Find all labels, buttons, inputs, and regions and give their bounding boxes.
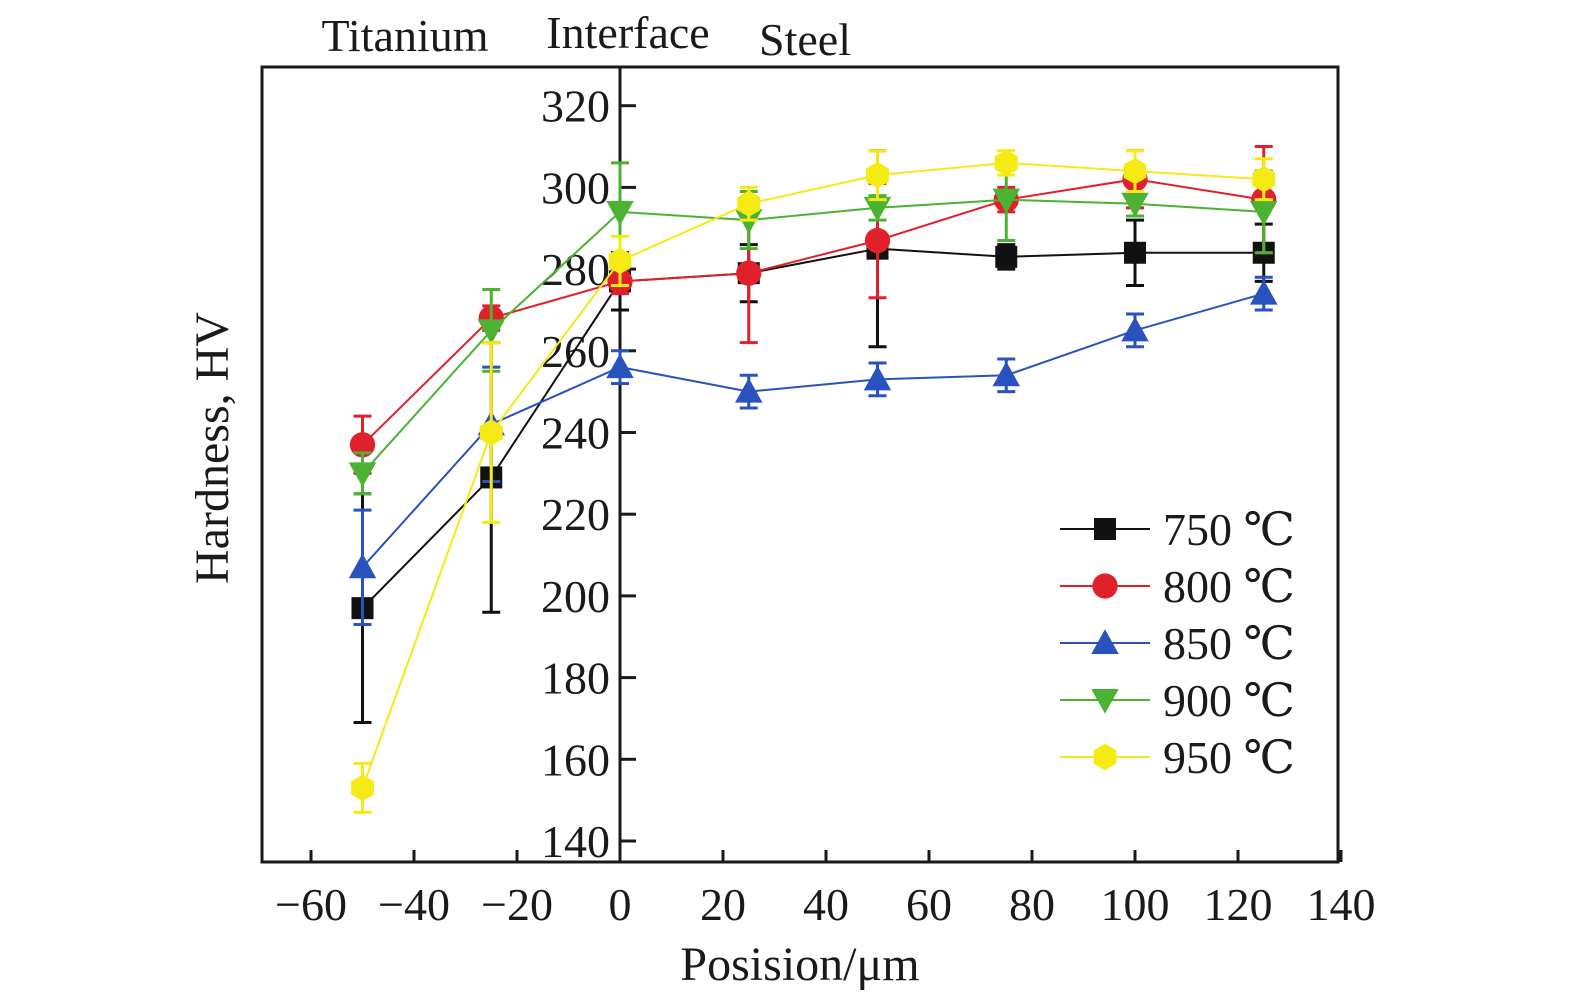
data-point bbox=[992, 361, 1020, 387]
legend-item: 850 ℃ bbox=[1060, 618, 1295, 669]
y-tick-label: 220 bbox=[541, 489, 610, 540]
series-layer bbox=[348, 145, 1278, 814]
data-point bbox=[608, 247, 632, 275]
x-tick-label: 80 bbox=[1009, 879, 1055, 930]
legend-label: 950 ℃ bbox=[1163, 732, 1295, 783]
y-tick-label: 320 bbox=[541, 81, 610, 132]
region-label-titanium: Titanium bbox=[321, 10, 488, 61]
legend-label: 900 ℃ bbox=[1163, 675, 1295, 726]
data-point bbox=[606, 353, 634, 379]
data-point bbox=[863, 196, 892, 222]
legend-marker bbox=[1093, 743, 1117, 771]
legend-marker bbox=[1092, 573, 1118, 599]
region-label-interface: Interface bbox=[546, 7, 709, 58]
y-tick-label: 300 bbox=[541, 162, 610, 213]
legend-item: 750 ℃ bbox=[1060, 504, 1295, 555]
x-tick-label: 120 bbox=[1204, 879, 1273, 930]
data-point bbox=[477, 319, 505, 345]
x-tick-label: −20 bbox=[481, 879, 553, 930]
series-line bbox=[361, 292, 1265, 568]
legend-marker bbox=[1094, 518, 1116, 540]
data-point bbox=[351, 774, 374, 802]
legend-label: 800 ℃ bbox=[1163, 561, 1295, 612]
data-point bbox=[1121, 192, 1149, 218]
x-axis-title: Posision/μm bbox=[680, 938, 919, 991]
y-tick-label: 140 bbox=[541, 816, 610, 867]
legend-item: 950 ℃ bbox=[1060, 732, 1295, 783]
data-point bbox=[1252, 166, 1276, 193]
data-point bbox=[479, 419, 503, 446]
x-tick-label: −40 bbox=[378, 879, 450, 930]
x-tick-label: 40 bbox=[803, 879, 849, 930]
legend-marker bbox=[1091, 629, 1119, 654]
data-point bbox=[995, 245, 1018, 268]
plot-frame bbox=[260, 65, 1340, 864]
legend-marker bbox=[1091, 689, 1119, 714]
y-tick-label: 200 bbox=[541, 571, 610, 622]
series-line bbox=[361, 247, 1264, 609]
data-point bbox=[348, 462, 377, 488]
data-point bbox=[737, 190, 761, 217]
legend-item: 800 ℃ bbox=[1060, 561, 1295, 612]
data-point bbox=[736, 260, 762, 286]
legend-item: 900 ℃ bbox=[1060, 675, 1295, 726]
data-point bbox=[1121, 316, 1149, 342]
legend-label: 850 ℃ bbox=[1163, 618, 1295, 669]
legend: 750 ℃ 800 ℃ 850 ℃ 900 ℃ 950 ℃ bbox=[1060, 504, 1295, 783]
data-point bbox=[863, 365, 892, 391]
region-labels: Titanium Interface Steel bbox=[321, 7, 851, 65]
y-tick-label: 160 bbox=[541, 734, 610, 785]
data-point bbox=[349, 432, 376, 458]
data-point bbox=[1124, 241, 1146, 264]
y-tick-label: 180 bbox=[541, 653, 610, 704]
data-point bbox=[1123, 157, 1147, 185]
legend-label: 750 ℃ bbox=[1163, 504, 1295, 555]
region-label-steel: Steel bbox=[759, 14, 851, 65]
data-point bbox=[992, 188, 1020, 214]
series-line bbox=[361, 161, 1264, 789]
series-950 bbox=[351, 149, 1276, 814]
x-tick-label: 20 bbox=[700, 879, 746, 930]
data-point bbox=[864, 227, 891, 254]
y-tick-label: 240 bbox=[541, 408, 610, 459]
x-tick-label: −60 bbox=[275, 879, 347, 930]
data-point bbox=[348, 553, 377, 579]
data-point bbox=[735, 377, 763, 403]
data-point bbox=[606, 200, 634, 226]
x-tick-label: 0 bbox=[609, 879, 632, 930]
series-line bbox=[361, 198, 1264, 475]
x-tick-label: 140 bbox=[1307, 879, 1376, 930]
x-axis: −60 −40 −20 0 20 40 60 80 100 120 140 bbox=[275, 850, 1376, 930]
x-tick-label: 100 bbox=[1101, 879, 1170, 930]
data-point bbox=[1250, 279, 1278, 305]
x-tick-label: 60 bbox=[906, 879, 952, 930]
data-point bbox=[866, 161, 889, 189]
data-point bbox=[994, 149, 1018, 177]
y-axis-title: Hardness, HV bbox=[186, 312, 239, 584]
data-point bbox=[1250, 200, 1278, 226]
